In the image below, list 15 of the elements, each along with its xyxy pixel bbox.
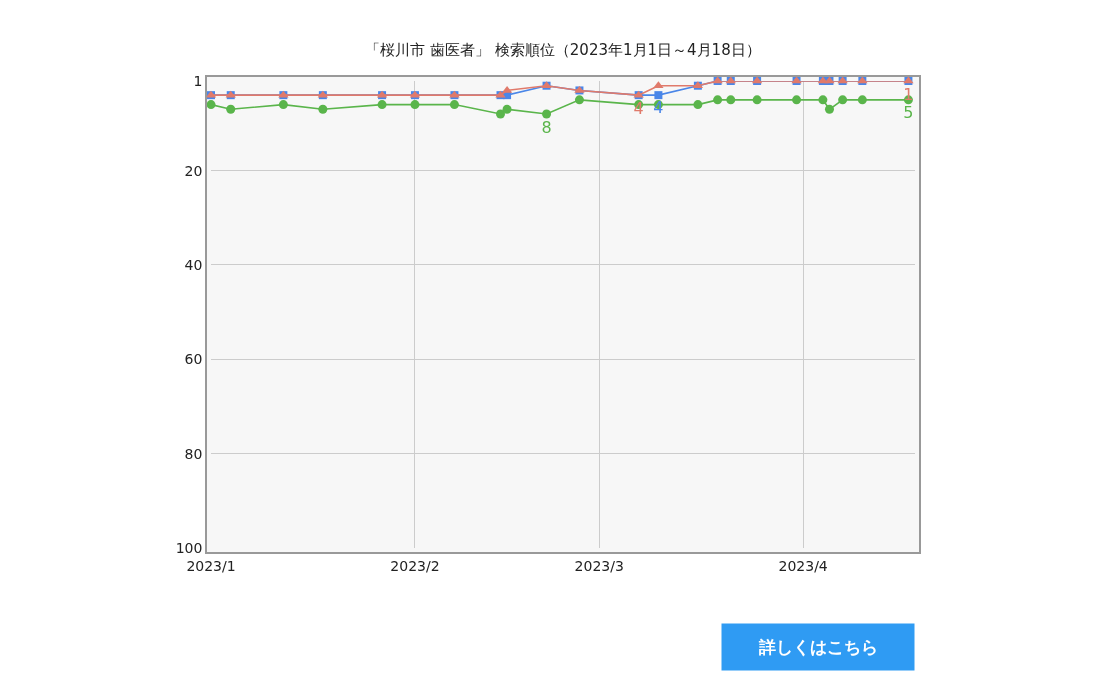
- y-tick-label: 80: [184, 445, 203, 462]
- y-tick-label: 40: [184, 256, 203, 273]
- y-tick-label: 60: [184, 351, 203, 368]
- text: 詳しくはこちら: [758, 637, 878, 657]
- y-tick-label: 1: [193, 72, 203, 89]
- y-tick-label: 20: [184, 162, 203, 179]
- y-tick-label: 100: [175, 539, 203, 556]
- x-tick-label: 2023/4: [778, 557, 828, 574]
- data-label: 4: [653, 98, 664, 118]
- data-label: 5: [903, 103, 914, 123]
- data-label: 8: [541, 117, 552, 137]
- chart-title: 「桜川市 歯医者」 検索順位（2023年1月1日～4月18日）: [365, 41, 761, 60]
- x-tick-label: 2023/3: [574, 557, 624, 574]
- x-tick-label: 2023/2: [390, 557, 440, 574]
- x-tick-label: 2023/1: [186, 557, 236, 574]
